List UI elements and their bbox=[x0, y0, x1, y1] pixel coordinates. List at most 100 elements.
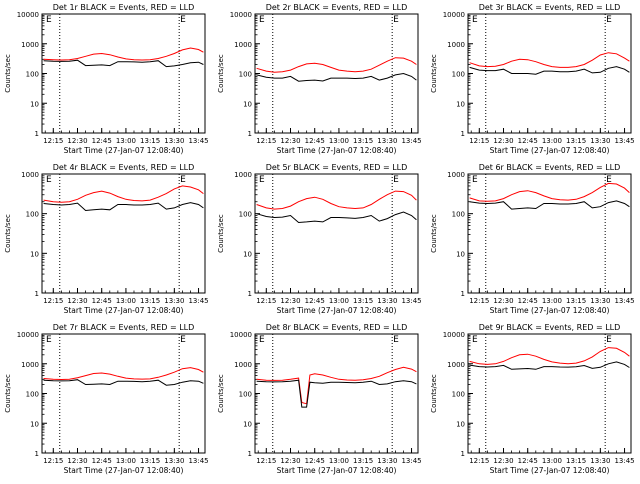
y-tick-label: 100 bbox=[239, 71, 252, 79]
x-axis-label: Start Time (27-Jan-07 12:08:40) bbox=[490, 146, 610, 155]
panel-title: Det 2r BLACK = Events, RED = LLD bbox=[266, 3, 408, 12]
plot-frame bbox=[254, 333, 419, 454]
x-axis-label: Start Time (27-Jan-07 12:08:40) bbox=[64, 466, 184, 475]
panel-title: Det 4r BLACK = Events, RED = LLD bbox=[53, 163, 195, 172]
x-tick-label: 13:00 bbox=[116, 137, 136, 145]
y-tick-label: 1 bbox=[461, 290, 465, 298]
x-tick-label: 13:15 bbox=[140, 137, 160, 145]
detector-panel-1: Det 1r BLACK = Events, RED = LLD 1 10 100 10… bbox=[4, 3, 209, 155]
y-tick-label: 1 bbox=[35, 290, 39, 298]
events-series-line bbox=[43, 59, 204, 68]
events-series-line bbox=[256, 211, 417, 224]
x-tick-label: 12:45 bbox=[92, 137, 112, 145]
x-tick-label: 13:00 bbox=[542, 457, 562, 465]
x-tick-label: 12:30 bbox=[67, 137, 87, 145]
x-tick-label: 12:15 bbox=[256, 457, 276, 465]
y-tick-label: 10000 bbox=[443, 11, 465, 19]
event-marker-label: E bbox=[393, 15, 399, 25]
x-tick-label: 12:30 bbox=[493, 457, 513, 465]
x-tick-label: 13:00 bbox=[116, 457, 136, 465]
event-marker-label: E bbox=[180, 15, 186, 25]
y-axis-label: Counts/sec bbox=[217, 54, 225, 93]
x-tick-label: 13:30 bbox=[164, 457, 184, 465]
y-tick-label: 10000 bbox=[17, 331, 39, 339]
x-tick-label: 13:15 bbox=[353, 297, 373, 305]
x-tick-label: 12:15 bbox=[256, 297, 276, 305]
x-tick-label: 13:30 bbox=[377, 457, 397, 465]
events-series-line bbox=[469, 361, 630, 370]
y-tick-label: 10 bbox=[243, 420, 252, 428]
detector-panel-8: Det 8r BLACK = Events, RED = LLD 1 10 100 10… bbox=[217, 323, 422, 475]
y-tick-label: 100 bbox=[452, 211, 465, 219]
x-tick-label: 13:15 bbox=[566, 137, 586, 145]
x-axis-label: Start Time (27-Jan-07 12:08:40) bbox=[490, 306, 610, 315]
events-series-line bbox=[43, 379, 204, 386]
events-series-line bbox=[469, 66, 630, 75]
detector-panel-9: Det 9r BLACK = Events, RED = LLD 1 10 100 10… bbox=[430, 323, 635, 475]
x-axis-label: Start Time (27-Jan-07 12:08:40) bbox=[64, 146, 184, 155]
x-tick-label: 13:45 bbox=[614, 457, 634, 465]
y-tick-label: 1000 bbox=[21, 171, 39, 179]
y-tick-label: 10 bbox=[243, 250, 252, 258]
y-tick-label: 1000 bbox=[234, 361, 252, 369]
plot-frame bbox=[254, 173, 419, 294]
lld-series-line bbox=[469, 182, 630, 202]
panel-title: Det 3r BLACK = Events, RED = LLD bbox=[479, 3, 621, 12]
x-tick-label: 13:30 bbox=[377, 297, 397, 305]
x-tick-label: 13:45 bbox=[614, 137, 634, 145]
y-tick-label: 1 bbox=[248, 130, 252, 138]
y-axis-label: Counts/sec bbox=[4, 214, 12, 253]
x-tick-label: 12:45 bbox=[518, 137, 538, 145]
x-tick-label: 13:00 bbox=[542, 137, 562, 145]
event-marker-label: E bbox=[180, 175, 186, 185]
event-marker-label: E bbox=[472, 335, 478, 345]
y-tick-label: 100 bbox=[452, 71, 465, 79]
x-tick-label: 12:15 bbox=[43, 137, 63, 145]
x-tick-label: 13:45 bbox=[401, 137, 421, 145]
x-tick-label: 13:15 bbox=[353, 457, 373, 465]
x-tick-label: 13:00 bbox=[329, 137, 349, 145]
y-tick-label: 100 bbox=[239, 211, 252, 219]
x-axis-label: Start Time (27-Jan-07 12:08:40) bbox=[277, 466, 397, 475]
event-marker-label: E bbox=[46, 335, 52, 345]
y-tick-label: 1000 bbox=[447, 171, 465, 179]
events-series-line bbox=[469, 200, 630, 210]
x-tick-label: 12:15 bbox=[469, 297, 489, 305]
y-tick-label: 10 bbox=[30, 420, 39, 428]
event-marker-label: E bbox=[606, 15, 612, 25]
x-tick-label: 12:15 bbox=[469, 137, 489, 145]
lld-series-line bbox=[469, 347, 630, 365]
x-tick-label: 12:30 bbox=[280, 137, 300, 145]
y-axis-label: Counts/sec bbox=[430, 54, 438, 93]
y-tick-label: 1 bbox=[248, 450, 252, 458]
x-tick-label: 13:00 bbox=[329, 297, 349, 305]
x-tick-label: 12:45 bbox=[305, 137, 325, 145]
x-tick-label: 13:15 bbox=[566, 457, 586, 465]
x-tick-label: 13:45 bbox=[188, 457, 208, 465]
x-tick-label: 13:45 bbox=[188, 297, 208, 305]
plot-frame bbox=[41, 333, 206, 454]
plot-frame bbox=[254, 13, 419, 134]
detector-panel-7: Det 7r BLACK = Events, RED = LLD 1 10 100 10… bbox=[4, 323, 209, 475]
detector-panel-4: Det 4r BLACK = Events, RED = LLD 1 10 100 10… bbox=[4, 163, 209, 315]
events-series-line bbox=[256, 379, 417, 408]
y-axis-label: Counts/sec bbox=[217, 374, 225, 413]
y-axis-label: Counts/sec bbox=[4, 374, 12, 413]
detector-panel-2: Det 2r BLACK = Events, RED = LLD 1 10 100 10… bbox=[217, 3, 422, 155]
x-tick-label: 12:30 bbox=[280, 297, 300, 305]
detector-panel-3: Det 3r BLACK = Events, RED = LLD 1 10 100 10… bbox=[430, 3, 635, 155]
lld-series-line bbox=[256, 190, 417, 210]
y-axis-label: Counts/sec bbox=[430, 374, 438, 413]
x-tick-label: 13:30 bbox=[164, 137, 184, 145]
y-tick-label: 10000 bbox=[230, 331, 252, 339]
y-tick-label: 10000 bbox=[230, 11, 252, 19]
y-tick-label: 10000 bbox=[17, 11, 39, 19]
x-tick-label: 12:30 bbox=[280, 457, 300, 465]
y-tick-label: 10 bbox=[243, 100, 252, 108]
y-tick-label: 1 bbox=[35, 450, 39, 458]
y-tick-label: 10 bbox=[456, 100, 465, 108]
event-marker-label: E bbox=[259, 175, 265, 185]
panel-title: Det 8r BLACK = Events, RED = LLD bbox=[266, 323, 408, 332]
y-tick-label: 100 bbox=[452, 391, 465, 399]
